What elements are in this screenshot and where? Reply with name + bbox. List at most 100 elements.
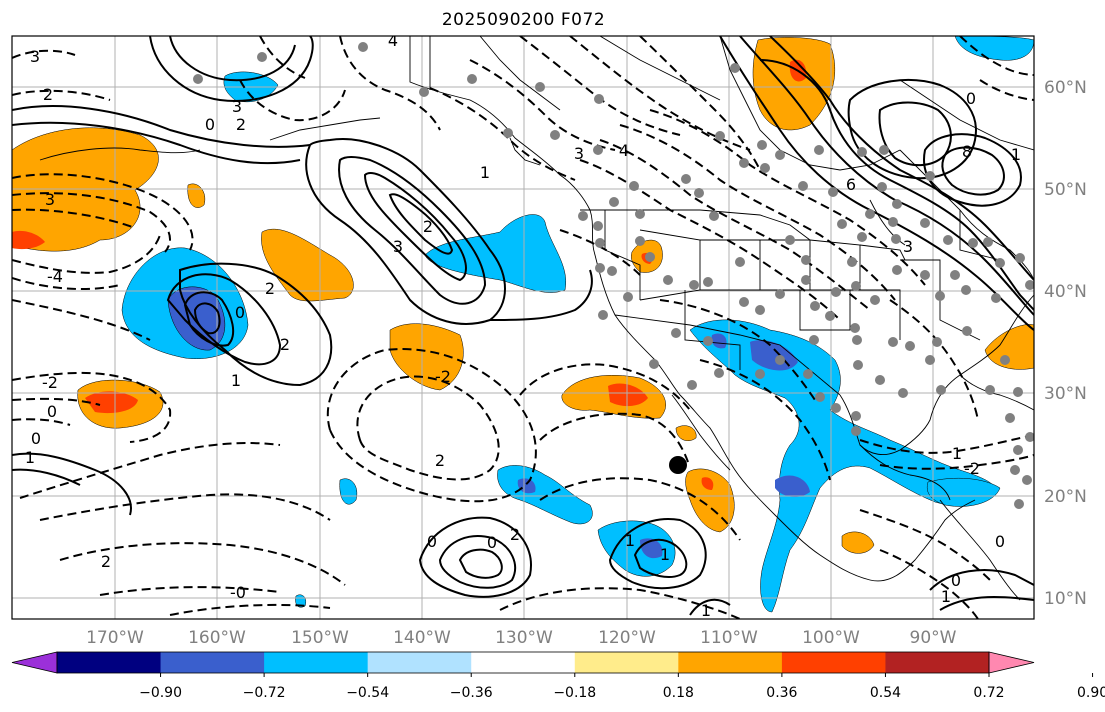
colorbar-label: 0.36 — [766, 685, 797, 701]
station-dot — [358, 42, 368, 52]
station-dot — [193, 74, 203, 84]
station-dot — [755, 305, 765, 315]
station-dot — [714, 368, 724, 378]
contour-dashed — [519, 36, 681, 136]
contour-label: 2 — [236, 115, 246, 134]
contour-solid — [12, 121, 301, 165]
station-dot — [851, 426, 861, 436]
orange-blob-canada — [752, 37, 836, 131]
contour-dashed — [12, 299, 151, 341]
station-dot — [891, 234, 901, 244]
contour-solid — [305, 138, 506, 325]
station-dot — [739, 297, 749, 307]
station-dot — [925, 355, 935, 365]
station-dot — [925, 171, 935, 181]
contour-dashed — [879, 549, 979, 619]
contour-solid — [769, 36, 1034, 281]
contour-dashed — [539, 477, 741, 541]
contour-dashed — [469, 59, 616, 151]
station-dot — [852, 335, 862, 345]
blue-small-145-20 — [339, 478, 358, 505]
station-dot — [607, 266, 617, 276]
station-dot — [735, 257, 745, 267]
contour-dashed — [12, 173, 194, 251]
contour-label: -4 — [47, 267, 63, 286]
contour-dashed — [12, 208, 136, 229]
contour-label: 2 — [435, 451, 445, 470]
station-dot — [920, 218, 930, 228]
station-dot — [847, 257, 857, 267]
station-dot — [635, 236, 645, 246]
contour-solid — [489, 269, 593, 321]
station-dot — [775, 289, 785, 299]
blue-mexico-main — [689, 319, 997, 613]
contour-label: 0 — [427, 532, 437, 551]
contour-solid — [363, 172, 467, 282]
station-dot — [877, 182, 887, 192]
contour-solid — [923, 133, 1022, 207]
contour-dashed — [339, 36, 441, 131]
contour-dashed — [19, 442, 281, 499]
contour-solid — [166, 273, 282, 366]
contour-solid — [608, 518, 707, 590]
orange-small-gulfmx — [841, 531, 875, 554]
contour-label: 1 — [625, 531, 635, 550]
orange-small-185 — [187, 183, 206, 208]
station-dots — [193, 42, 1034, 509]
station-dot — [739, 158, 749, 168]
contour-solid — [183, 291, 235, 347]
x-tick-label: 120°W — [598, 628, 656, 648]
contour-solid — [689, 598, 731, 616]
station-dot — [943, 235, 953, 245]
contour-label: 2 — [280, 335, 290, 354]
contour-label: 4 — [619, 141, 629, 160]
station-dot — [503, 128, 513, 138]
station-dot — [694, 188, 704, 198]
contour-dashed — [699, 359, 831, 481]
colorbar-segment — [781, 652, 886, 673]
orange-blob-113-20 — [685, 468, 735, 533]
station-dot — [609, 197, 619, 207]
contour-label: -2 — [42, 373, 58, 392]
contour-dashed — [169, 603, 331, 616]
contour-label: 0 — [951, 571, 961, 590]
colorbar-label: −0.72 — [243, 685, 286, 701]
contour-label: 6 — [846, 175, 856, 194]
colorbar-segment — [574, 652, 679, 673]
colorbar — [11, 651, 1035, 674]
station-dot — [598, 310, 608, 320]
contour-dashed — [559, 229, 641, 276]
contour-solid — [149, 36, 314, 102]
station-dot — [730, 63, 740, 73]
station-dot — [703, 277, 713, 287]
x-tick-label: 110°W — [700, 628, 758, 648]
red-core-118-30 — [608, 383, 648, 407]
station-dot — [703, 336, 713, 346]
station-dot — [815, 392, 825, 402]
station-dot — [594, 94, 604, 104]
contour-dashed — [599, 139, 871, 311]
contour-dashed — [12, 234, 161, 274]
contour-dashed — [326, 348, 537, 503]
station-dot — [879, 145, 889, 155]
colorbar-label: 0.90 — [1077, 685, 1105, 701]
station-dot — [578, 211, 588, 221]
contour-label: 3 — [903, 237, 913, 256]
orange-small-baja — [675, 425, 697, 441]
station-dot — [467, 74, 477, 84]
station-dot — [663, 275, 673, 285]
station-dot — [635, 209, 645, 219]
orange-blob-135-35 — [389, 323, 464, 391]
station-dot — [995, 258, 1005, 268]
station-dot — [755, 369, 765, 379]
colorbar-label: −0.36 — [450, 685, 493, 701]
station-dot — [709, 211, 719, 221]
contour-label: 0 — [235, 303, 245, 322]
station-dot — [983, 237, 993, 247]
contour-solid — [418, 516, 532, 598]
station-dot — [760, 163, 770, 173]
station-dot — [851, 281, 861, 291]
station-dot — [775, 150, 785, 160]
